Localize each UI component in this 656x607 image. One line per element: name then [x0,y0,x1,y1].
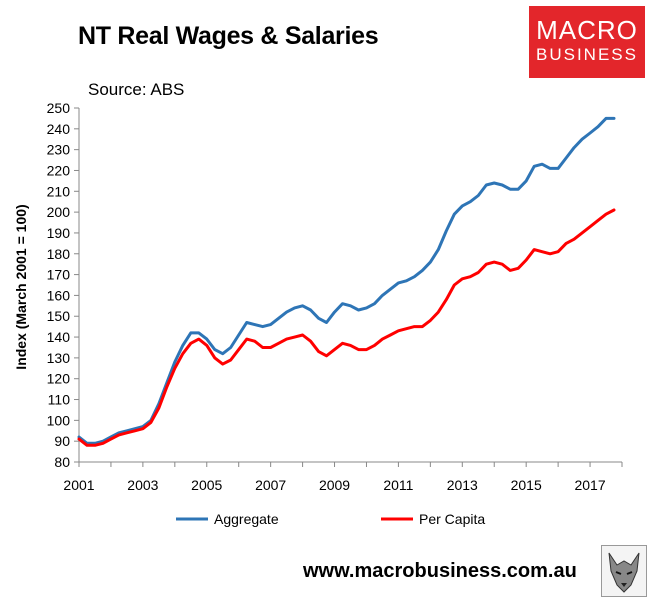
x-tick-label: 2011 [383,477,413,493]
y-tick-label: 90 [54,433,70,449]
y-tick-label: 200 [47,204,71,220]
x-tick-label: 2017 [574,477,605,493]
y-tick-label: 180 [47,246,71,262]
x-tick-label: 2009 [319,477,350,493]
y-tick-label: 100 [47,412,71,428]
legend-label-aggregate: Aggregate [214,511,279,527]
x-tick-label: 2001 [63,477,94,493]
series-layer [77,116,616,447]
y-tick-label: 130 [47,350,71,366]
x-tick-label: 2007 [255,477,286,493]
y-tick-label: 110 [48,392,71,408]
y-tick-label: 230 [47,142,71,158]
y-tick-label: 140 [47,329,71,345]
x-tick-label: 2005 [191,477,222,493]
y-tick-label: 190 [47,225,71,241]
chart-axes: 80 90 100 110 120 130 140 150 160 170 180 190 200 210… [47,100,623,493]
logo-line-1: MACRO [536,15,638,45]
y-tick-label: 120 [47,371,71,387]
y-tick-label: 160 [47,287,71,303]
x-tick-label: 2003 [127,477,158,493]
chart-title: NT Real Wages & Salaries [78,22,379,50]
series-line-per-capita [77,208,616,447]
y-tick-label: 250 [47,100,71,116]
y-tick-label: 220 [47,162,71,178]
source-label: Source: ABS [88,80,185,99]
website-url: www.macrobusiness.com.au [303,560,577,582]
y-tick-label: 210 [47,183,71,199]
legend-label-per-capita: Per Capita [419,511,485,527]
y-axis-label: Index (March 2001 = 100) [13,204,29,369]
wolf-logo-icon [601,545,647,597]
y-tick-label: 80 [54,454,70,470]
macrobusiness-logo: MACRO BUSINESS [529,6,645,78]
series-line-aggregate [77,116,616,445]
x-tick-label: 2015 [511,477,542,493]
chart-legend: Aggregate Per Capita [176,511,485,527]
x-tick-label: 2013 [447,477,478,493]
logo-line-2: BUSINESS [536,45,638,64]
y-tick-label: 170 [47,267,71,283]
y-tick-label: 240 [47,121,71,137]
y-tick-label: 150 [47,308,71,324]
